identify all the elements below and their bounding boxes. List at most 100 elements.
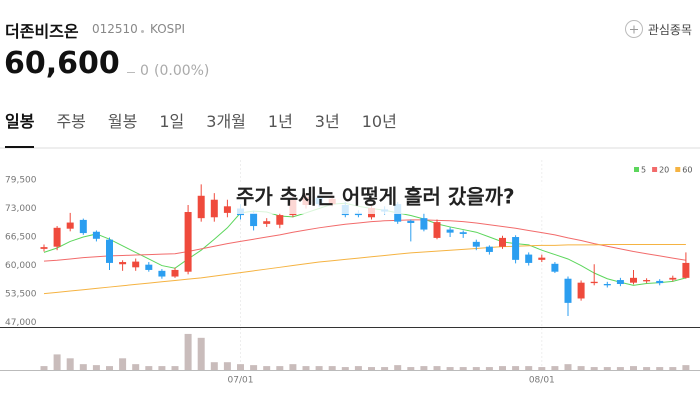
- change-rate: (0.00%): [154, 63, 210, 79]
- candle-body: [564, 278, 572, 303]
- legend-swatch: [634, 167, 639, 172]
- annotation: 주가 추세는 어떻게 흘러 갔을까?: [236, 185, 515, 209]
- candle-body: [433, 222, 441, 238]
- period-tabs: 일봉 주봉 월봉 1일 3개월 1년 3년 10년: [0, 108, 414, 148]
- volume-bar: [106, 366, 113, 370]
- volume-bar: [538, 367, 546, 370]
- volume-bar: [223, 362, 231, 370]
- candle-body: [184, 212, 192, 272]
- volume-bar: [643, 367, 651, 370]
- volume-bar: [368, 367, 375, 370]
- legend-label: 5: [641, 166, 646, 175]
- volume-bar: [66, 358, 74, 370]
- moving-average: [43, 202, 687, 286]
- volume-bar: [132, 364, 140, 370]
- volume-bar: [616, 367, 624, 370]
- candle-body: [171, 269, 179, 277]
- candle-body: [119, 262, 127, 265]
- volume-bar: [630, 366, 637, 370]
- volume-bar: [603, 367, 611, 370]
- volume-bar: [184, 333, 192, 370]
- x-tick-label: 08/01: [529, 376, 555, 386]
- candle-body: [420, 218, 428, 230]
- period-tab[interactable]: 3년: [314, 112, 340, 131]
- candle-body: [512, 237, 520, 260]
- volume-bar: [289, 364, 297, 370]
- volume-bar: [577, 366, 585, 370]
- watch-button[interactable]: 관심종목: [624, 20, 692, 38]
- volume-bar: [446, 367, 454, 370]
- period-tab[interactable]: 주봉: [56, 112, 86, 131]
- volume-bar: [158, 366, 166, 370]
- y-tick-label: 53,500: [5, 290, 37, 300]
- stock-code: 012510: [92, 22, 138, 36]
- moving-average: [43, 219, 686, 262]
- volume-bar: [590, 367, 598, 370]
- candle-body: [643, 280, 651, 282]
- volume-bar: [499, 366, 506, 370]
- y-tick-label: 66,500: [5, 233, 37, 243]
- volume-bar: [171, 366, 179, 370]
- volume-bar: [341, 367, 349, 370]
- period-tab[interactable]: 1년: [267, 112, 293, 131]
- volume-bar: [237, 364, 244, 370]
- volume-bar: [276, 366, 284, 370]
- flat-icon: [127, 72, 135, 73]
- candle-body: [525, 254, 533, 263]
- market: KOSPI: [150, 22, 186, 36]
- x-tick-label: 07/01: [228, 376, 254, 386]
- candle-body: [551, 263, 559, 272]
- candle-body: [40, 247, 48, 249]
- period-tab[interactable]: 월봉: [107, 112, 138, 131]
- volume-bar: [197, 337, 205, 370]
- volume-bar: [263, 366, 271, 370]
- annotation-background: [232, 182, 604, 214]
- legend-label: 20: [659, 166, 669, 175]
- volume-bar: [407, 367, 415, 370]
- volume-bar: [119, 358, 127, 370]
- candle-body: [590, 281, 598, 284]
- legend-swatch: [652, 167, 658, 172]
- volume-bar: [459, 367, 467, 370]
- volume-bar: [551, 366, 559, 370]
- volume-bar: [564, 364, 572, 370]
- candle-body: [499, 237, 506, 247]
- price: 60,600: [4, 46, 120, 81]
- candle-body: [145, 264, 153, 270]
- plus-icon: [624, 20, 643, 38]
- y-tick-label: 79,500: [5, 175, 37, 185]
- candle-body: [92, 231, 100, 239]
- legend-swatch: [675, 167, 681, 172]
- volume-bar: [485, 367, 493, 370]
- period-tab[interactable]: 10년: [361, 112, 397, 131]
- period-tab[interactable]: 1일: [159, 112, 185, 131]
- candle-body: [66, 222, 74, 229]
- candle-body: [250, 212, 258, 227]
- volume-bar: [302, 366, 310, 370]
- volume-bar: [682, 365, 690, 370]
- candle-body: [616, 280, 624, 284]
- candle-body: [485, 246, 493, 252]
- volume-bar: [433, 366, 441, 370]
- candle-body: [132, 261, 140, 268]
- volume-bar: [92, 365, 100, 370]
- volume-bar: [354, 366, 362, 370]
- volume-bar: [512, 366, 520, 370]
- volume-bar: [669, 367, 677, 370]
- volume-bar: [315, 366, 323, 370]
- legend-label: 60: [682, 166, 692, 175]
- candle-body: [669, 277, 677, 280]
- period-tab[interactable]: 일봉: [5, 108, 35, 148]
- separator: [141, 30, 144, 33]
- change: 0: [140, 63, 149, 79]
- candle-body: [538, 257, 546, 260]
- candle-body: [53, 227, 61, 247]
- volume-bar: [656, 367, 664, 370]
- volume-bar: [145, 366, 153, 370]
- moving-average: [43, 243, 686, 295]
- candle-body: [79, 219, 87, 234]
- period-tab[interactable]: 3개월: [206, 112, 246, 131]
